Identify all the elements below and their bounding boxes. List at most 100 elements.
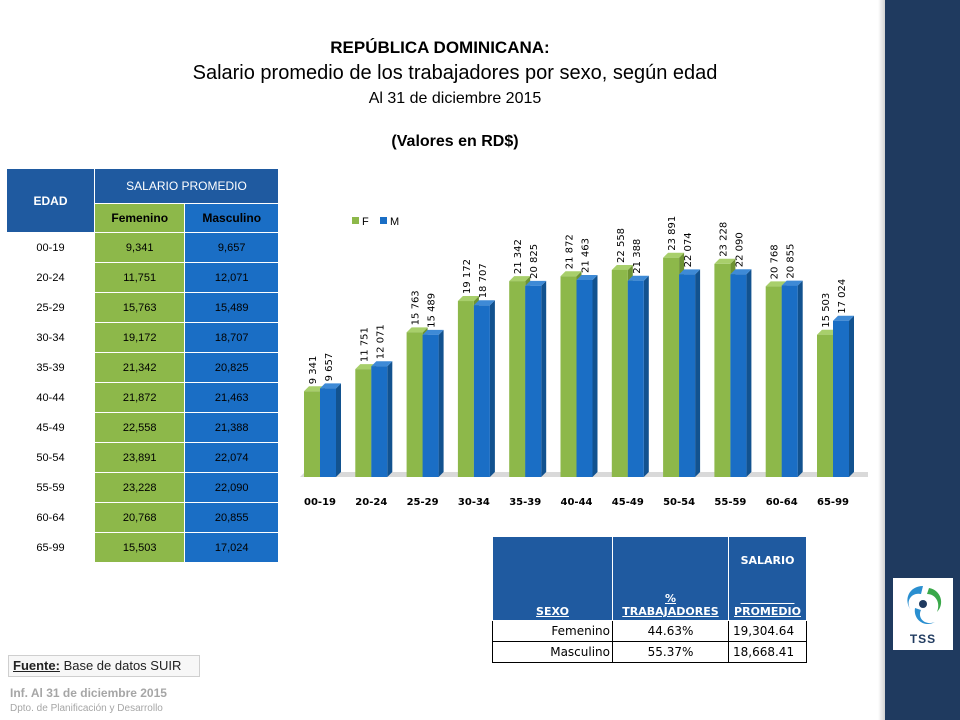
bar-side: [592, 275, 598, 477]
bar-top: [560, 271, 582, 277]
x-tick-label: 50-54: [663, 497, 695, 508]
bar-side: [387, 361, 393, 477]
bar-top: [304, 386, 325, 392]
row-masculino: 18,707: [184, 322, 279, 353]
table-row: 25-29 15,763 15,489: [6, 292, 279, 323]
bar-top: [525, 280, 547, 286]
table-row: 40-44 21,872 21,463: [6, 382, 279, 413]
row-femenino: 15,763: [93, 292, 186, 323]
bar-female: [765, 286, 782, 477]
bar-side: [438, 329, 444, 477]
source-text: Base de datos SUIR: [59, 658, 182, 673]
table-row: 45-49 22,558 21,388: [6, 412, 279, 443]
tss-logo-text: TSS: [909, 632, 937, 646]
row-age: 20-24: [6, 262, 95, 293]
bar-side: [695, 269, 701, 477]
legend-swatch: [380, 217, 387, 224]
bar-male: [730, 274, 747, 477]
data-label: 19 172: [462, 259, 473, 294]
source-note: Fuente: Base de datos SUIR: [8, 655, 200, 677]
row-femenino: 21,342: [93, 352, 186, 383]
row-femenino: 9,341: [93, 232, 186, 263]
row-femenino: 19,172: [93, 322, 186, 353]
data-label: 9 657: [324, 353, 335, 382]
bar-male: [833, 320, 849, 477]
x-tick-label: 45-49: [612, 497, 644, 508]
table-row: 35-39 21,342 20,825: [6, 352, 279, 383]
header-femenino: Femenino: [93, 203, 186, 233]
row-age: 55-59: [6, 472, 95, 503]
x-tick-label: 20-24: [355, 497, 387, 508]
summary-salario: 19,304.64: [728, 620, 807, 642]
summary-salario: 18,668.41: [728, 641, 807, 663]
bar-female: [817, 334, 833, 477]
table-row: 00-19 9,341 9,657: [6, 232, 279, 263]
data-label: 15 503: [821, 293, 832, 328]
footer-date: Inf. Al 31 de diciembre 2015: [10, 686, 167, 700]
row-age: 40-44: [6, 382, 95, 413]
row-masculino: 9,657: [184, 232, 279, 263]
header-salario-promedio: SALARIO PROMEDIO: [728, 536, 807, 621]
row-age: 25-29: [6, 292, 95, 323]
bar-male: [576, 280, 593, 477]
salary-table-body: 00-19 9,341 9,657 20-24 11,751 12,071 25-29 15,…: [6, 232, 279, 563]
bar-male: [473, 305, 490, 477]
data-label: 17 024: [837, 279, 848, 314]
bar-side: [746, 269, 752, 477]
title-main: Salario promedio de los trabajadores por…: [192, 62, 718, 84]
bar-side: [336, 383, 341, 477]
footer-dept: Dpto. de Planificación y Desarrollo: [10, 703, 163, 714]
table-row: 55-59 23,228 22,090: [6, 472, 279, 503]
bar-top: [663, 252, 685, 258]
header-pct: % TRABAJADORES: [612, 536, 729, 621]
header-sexo-label: SEXO: [536, 605, 569, 618]
row-age: 60-64: [6, 502, 95, 533]
bar-side: [643, 275, 649, 477]
bar-top: [627, 275, 649, 281]
bar-female: [611, 269, 628, 477]
row-femenino: 23,228: [93, 472, 186, 503]
bar-male: [371, 366, 388, 477]
row-age: 50-54: [6, 442, 95, 473]
row-age: 45-49: [6, 412, 95, 443]
legend-swatch: [352, 217, 359, 224]
bar-female: [304, 391, 320, 477]
header-sexo: SEXO: [492, 536, 613, 621]
row-femenino: 23,891: [93, 442, 186, 473]
x-tick-label: 30-34: [458, 497, 490, 508]
data-label: 12 071: [375, 324, 386, 359]
bar-female: [663, 257, 680, 477]
summary-row: Femenino 44.63% 19,304.64: [492, 620, 807, 642]
bar-top: [576, 275, 598, 281]
bar-female: [406, 332, 423, 477]
row-femenino: 20,768: [93, 502, 186, 533]
bar-male: [679, 274, 696, 477]
bar-top: [355, 364, 377, 370]
tss-logo: TSS: [893, 578, 953, 650]
table-row: 20-24 11,751 12,071: [6, 262, 279, 293]
row-age: 35-39: [6, 352, 95, 383]
x-tick-label: 40-44: [561, 497, 593, 508]
data-label: 22 558: [616, 228, 627, 263]
data-label: 15 763: [411, 290, 422, 325]
data-label: 18 707: [478, 263, 489, 298]
data-label: 22 090: [734, 232, 745, 267]
tss-logo-icon: [907, 586, 942, 625]
data-label: 20 768: [770, 244, 781, 279]
header-masculino: Masculino: [184, 203, 279, 233]
bar-top: [509, 276, 531, 282]
data-label: 23 891: [667, 216, 678, 251]
bar-top: [473, 300, 495, 306]
summary-table: SEXO % TRABAJADORES SALARIO PROMEDIO Femen…: [492, 536, 807, 663]
salary-table: EDAD SALARIO PROMEDIO Femenino Masculino…: [6, 168, 279, 563]
summary-pct: 44.63%: [612, 620, 729, 642]
bar-top: [714, 258, 736, 264]
row-masculino: 21,463: [184, 382, 279, 413]
header-sal-line2: PROMEDIO: [734, 605, 801, 618]
x-tick-label: 60-64: [766, 497, 798, 508]
table-row: 50-54 23,891 22,074: [6, 442, 279, 473]
legend-label: M: [390, 216, 399, 228]
header-sal-line1: SALARIO: [740, 554, 795, 567]
bar-top: [817, 329, 838, 335]
bar-male: [781, 285, 798, 477]
